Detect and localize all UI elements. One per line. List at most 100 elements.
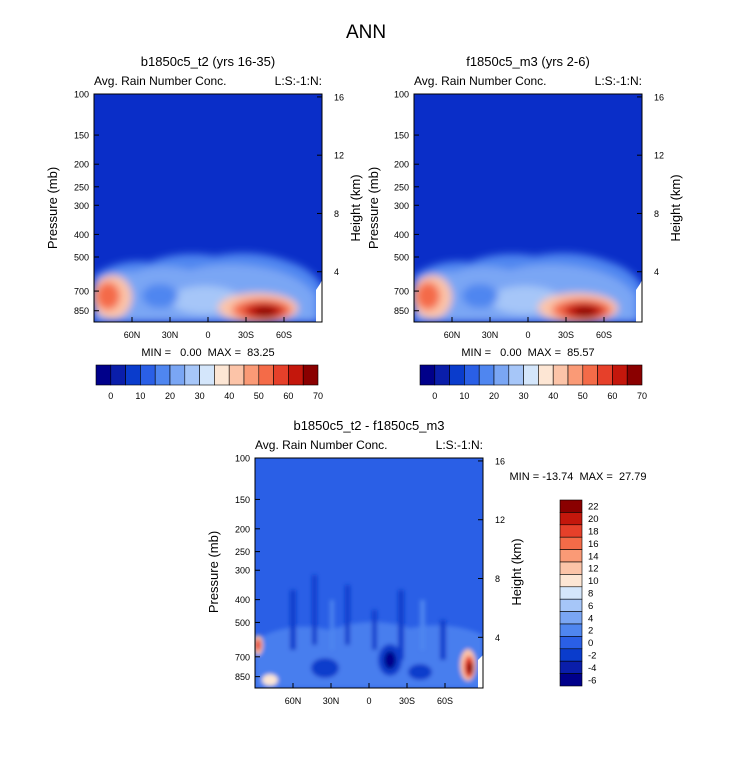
panel-b-stats: MIN = 0.00 MAX = 85.57 [461, 347, 594, 359]
panel-c-y2ticks: 16 12 8 4 [478, 456, 505, 643]
colorbar-label: 4 [588, 613, 593, 624]
colorbar-label: 50 [254, 391, 264, 401]
latitude-tick-label: 30S [399, 696, 415, 706]
colorbar-swatch [214, 364, 230, 386]
colorbar-label: 14 [588, 551, 599, 562]
panel-a: b1850c5_t2 (yrs 16-35) Avg. Rain Number … [45, 54, 363, 401]
height-tick-label: 16 [654, 92, 664, 102]
pressure-tick-label: 500 [74, 252, 89, 262]
height-tick-label: 4 [654, 267, 659, 277]
colorbar-swatch [419, 364, 436, 386]
colorbar-swatch [559, 586, 583, 600]
panel-b-right-label: L:S:-1:N: [595, 74, 642, 88]
colorbar-swatch [125, 364, 141, 386]
colorbar-label: 2 [588, 626, 593, 637]
colorbar-label: 30 [195, 391, 205, 401]
colorbar-swatch [154, 364, 171, 386]
latitude-tick-label: 0 [205, 330, 210, 340]
latitude-tick-label: 30N [162, 330, 179, 340]
colorbar-label: 20 [588, 514, 599, 525]
panel-c: b1850c5_t2 - f1850c5_m3 Avg. Rain Number… [206, 418, 646, 706]
colorbar-label: 6 [588, 601, 593, 612]
panel-a-field [94, 94, 322, 322]
latitude-tick-label: 60S [596, 330, 612, 340]
colorbar-swatch [626, 364, 643, 386]
panel-a-right-label: L:S:-1:N: [275, 74, 322, 88]
pressure-tick-label: 150 [74, 131, 89, 141]
height-tick-label: 4 [334, 267, 339, 277]
colorbar-label: 0 [432, 391, 437, 401]
panel-c-yticks: 100 150 200 250 300 400 500 700 850 [235, 454, 260, 682]
colorbar-label: 10 [588, 576, 599, 587]
colorbar-swatch [140, 364, 156, 386]
colorbar-swatch [228, 364, 245, 386]
colorbar-swatch [243, 364, 260, 386]
pressure-tick-label: 100 [394, 90, 409, 100]
panel-a-left-label: Avg. Rain Number Conc. [94, 74, 227, 88]
pressure-tick-label: 150 [235, 495, 250, 505]
colorbar-swatch [199, 364, 215, 386]
panel-a-stats: MIN = 0.00 MAX = 83.25 [141, 347, 274, 359]
height-tick-label: 4 [495, 633, 500, 643]
colorbar-swatch [559, 561, 583, 575]
panel-c-ylabel: Pressure (mb) [206, 531, 221, 613]
panel-c-stats: MIN = -13.74 MAX = 27.79 [510, 471, 647, 483]
panel-a-colorbar: 0 10 20 30 40 50 60 70 [95, 364, 323, 401]
colorbar-swatch [597, 364, 613, 386]
panel-c-right-label: L:S:-1:N: [436, 438, 483, 452]
height-tick-label: 8 [495, 574, 500, 584]
pressure-tick-label: 250 [74, 182, 89, 192]
colorbar-label: 20 [489, 391, 499, 401]
latitude-tick-label: 60S [276, 330, 292, 340]
colorbar-swatch [559, 611, 583, 625]
height-tick-label: 8 [334, 209, 339, 219]
latitude-tick-label: 60N [124, 330, 141, 340]
pressure-tick-label: 700 [394, 287, 409, 297]
pressure-tick-label: 300 [235, 566, 250, 576]
pressure-tick-label: 250 [235, 547, 250, 557]
colorbar-swatch [559, 536, 583, 550]
colorbar-swatch [559, 598, 583, 612]
panel-c-y2label: Height (km) [509, 538, 524, 605]
pressure-tick-label: 300 [74, 201, 89, 211]
colorbar-label: 22 [588, 502, 599, 513]
colorbar-swatch [559, 673, 583, 687]
height-tick-label: 16 [495, 456, 505, 466]
latitude-tick-label: 60N [285, 696, 302, 706]
pressure-tick-label: 300 [394, 201, 409, 211]
colorbar-swatch [478, 364, 495, 386]
panel-b-field [414, 94, 642, 322]
latitude-tick-label: 60S [437, 696, 453, 706]
panel-b-left-label: Avg. Rain Number Conc. [414, 74, 547, 88]
colorbar-swatch [449, 364, 465, 386]
colorbar-label: 18 [588, 527, 599, 538]
panel-a-y2label: Height (km) [348, 174, 363, 241]
colorbar-label: 8 [588, 589, 593, 600]
colorbar-label: 16 [588, 539, 599, 550]
pressure-tick-label: 700 [74, 287, 89, 297]
pressure-tick-label: 250 [394, 182, 409, 192]
colorbar-swatch [273, 364, 289, 386]
colorbar-label: 10 [459, 391, 469, 401]
panel-b-title: f1850c5_m3 (yrs 2-6) [466, 54, 590, 69]
colorbar-swatch [559, 549, 583, 563]
panel-c-xticks: 60N 30N 0 30S 60S [285, 683, 453, 706]
latitude-tick-label: 60N [444, 330, 461, 340]
panel-a-xticks: 60N 30N 0 30S 60S [124, 317, 292, 340]
pressure-tick-label: 150 [394, 131, 409, 141]
colorbar-swatch [559, 574, 583, 588]
colorbar-swatch [110, 364, 126, 386]
colorbar-swatch [552, 364, 569, 386]
colorbar-swatch [559, 623, 583, 637]
colorbar-swatch [559, 499, 583, 513]
colorbar-label: 60 [283, 391, 293, 401]
colorbar-swatch [184, 364, 200, 386]
colorbar-swatch [559, 636, 583, 650]
pressure-tick-label: 850 [394, 306, 409, 316]
panel-b-ylabel: Pressure (mb) [366, 167, 381, 249]
pressure-tick-label: 200 [74, 160, 89, 170]
pressure-tick-label: 500 [235, 618, 250, 628]
latitude-tick-label: 30N [482, 330, 499, 340]
colorbar-label: 60 [607, 391, 617, 401]
colorbar-swatch [559, 648, 583, 662]
